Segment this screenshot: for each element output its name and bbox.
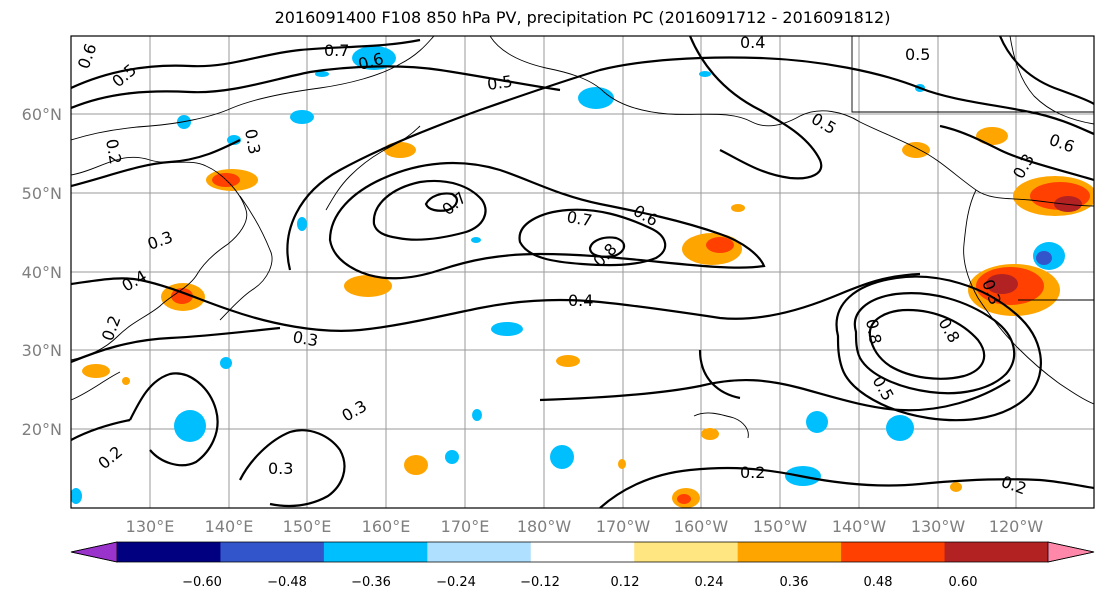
contour-label: 0.2 xyxy=(740,463,765,482)
colorbar-tick-label: 0.12 xyxy=(611,575,640,590)
colorbar xyxy=(70,541,1095,563)
lon-label: 150°W xyxy=(753,517,808,536)
contour-label: 0.3 xyxy=(241,127,264,155)
lon-label: 120°W xyxy=(989,517,1044,536)
contour-label: 0.5 xyxy=(486,72,514,94)
contour-label: 0.2 xyxy=(102,137,125,165)
colorbar-tick-label: −0.24 xyxy=(436,575,476,590)
lat-label-20n: 20°N xyxy=(22,420,62,439)
colorbar-segment xyxy=(117,542,221,562)
colorbar-segment xyxy=(634,542,739,562)
lat-label-40n: 40°N xyxy=(22,263,62,282)
colorbar-tick-label: 0.24 xyxy=(695,575,724,590)
lon-label: 180°W xyxy=(517,517,572,536)
contour-label: 0.4 xyxy=(568,291,593,310)
map-border xyxy=(70,35,1095,509)
contour-label: 0.4 xyxy=(740,33,765,52)
lon-label: 130°W xyxy=(911,517,966,536)
lon-label: 160°W xyxy=(674,517,729,536)
lon-label: 170°W xyxy=(596,517,651,536)
lon-label: 140°W xyxy=(832,517,887,536)
colorbar-tick-label: −0.48 xyxy=(267,575,307,590)
contour-label: 0.5 xyxy=(905,45,930,64)
colorbar-segment xyxy=(737,542,842,562)
colorbar-segment xyxy=(944,542,1049,562)
latitude-labels: 60°N 50°N 40°N 30°N 20°N xyxy=(22,105,62,439)
colorbar-segment xyxy=(220,542,325,562)
precip-positive-shading xyxy=(82,127,1094,508)
colorbar-tick-label: −0.36 xyxy=(351,575,391,590)
contour-label: 0.3 xyxy=(291,327,319,350)
contour-label: 0.7 xyxy=(565,207,593,230)
longitude-labels: 130°E 140°E 150°E 160°E 170°E 180°W 170°… xyxy=(126,517,1044,536)
pv-contours xyxy=(71,36,1094,508)
graticule xyxy=(71,36,1094,508)
lon-label: 140°E xyxy=(205,517,254,536)
colorbar-segment xyxy=(323,542,428,562)
colorbar-tick-label: 0.48 xyxy=(864,575,893,590)
colorbar-segment xyxy=(530,542,635,562)
coastlines xyxy=(71,36,1094,439)
colorbar-tick-label: −0.60 xyxy=(182,575,222,590)
lon-label: 160°E xyxy=(362,517,411,536)
colorbar-outline xyxy=(70,541,1095,563)
contour-label: 0.8 xyxy=(862,317,885,345)
colorbar-segment xyxy=(427,542,532,562)
lat-label-50n: 50°N xyxy=(22,184,62,203)
colorbar-segment xyxy=(841,542,946,562)
lon-label: 150°E xyxy=(283,517,332,536)
map-title: 2016091400 F108 850 hPa PV, precipitatio… xyxy=(274,8,891,27)
lon-label: 130°E xyxy=(126,517,175,536)
colorbar-tick-label: −0.12 xyxy=(520,575,560,590)
colorbar-extend-min xyxy=(70,541,118,563)
colorbar-tick-label: 0.36 xyxy=(780,575,809,590)
colorbar-tick-label: 0.60 xyxy=(949,575,978,590)
lon-label: 170°E xyxy=(441,517,490,536)
colorbar-extend-max xyxy=(1047,541,1095,563)
colorbar-tick-labels: −0.60 −0.48 −0.36 −0.24 −0.12 0.12 0.24 … xyxy=(182,575,977,590)
contour-label: 0.3 xyxy=(268,459,293,478)
contour-label: 0.7 xyxy=(324,41,349,60)
lat-label-30n: 30°N xyxy=(22,341,62,360)
lat-label-60n: 60°N xyxy=(22,105,62,124)
